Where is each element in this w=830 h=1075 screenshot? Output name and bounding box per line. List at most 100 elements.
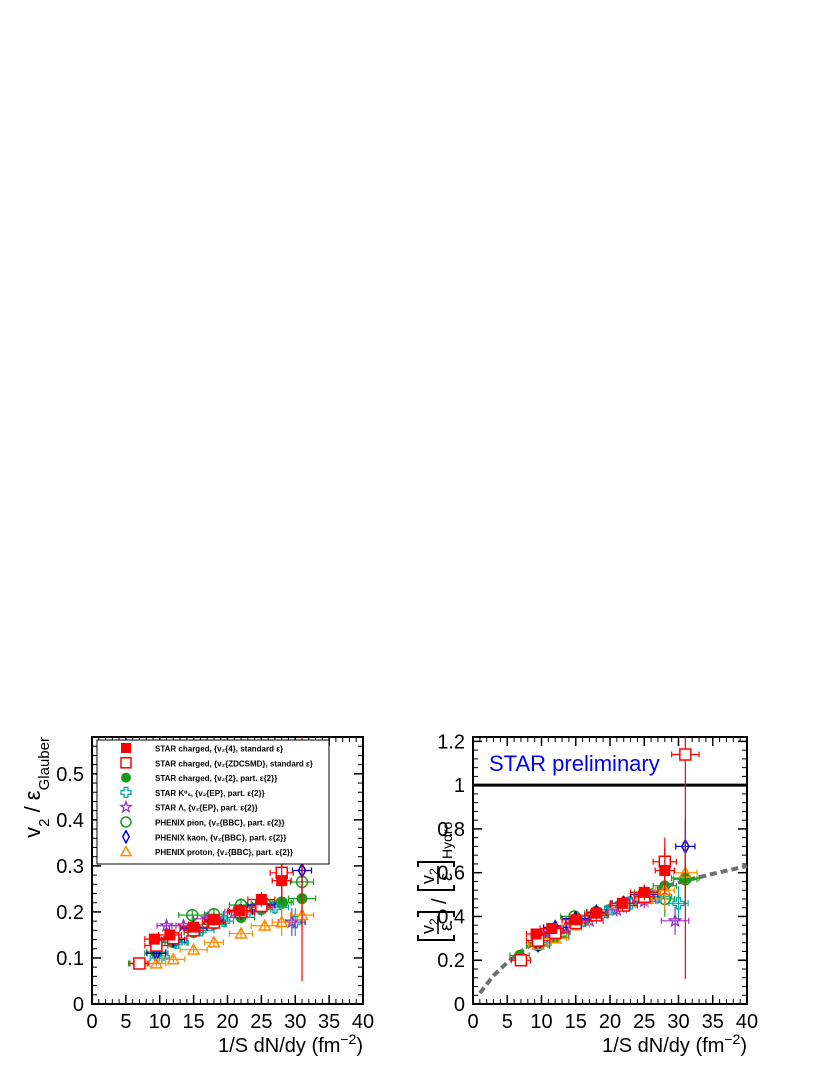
- data-point: [514, 953, 528, 967]
- data-point: [149, 956, 164, 969]
- right-plot-frame: [472, 736, 748, 1005]
- y-label-slash: /: [429, 898, 451, 904]
- x-tick-label: 35: [318, 1011, 340, 1033]
- x-tick-label: 15: [183, 1011, 205, 1033]
- legend-marker: [118, 799, 134, 814]
- x-tick-label: 15: [565, 1011, 587, 1033]
- legend-entry: STAR K⁰ₛ, {v₂{EP}, part. ε{2}}: [155, 789, 265, 798]
- star-preliminary-label: STAR preliminary: [489, 751, 660, 776]
- fraction-numerator: v2: [418, 918, 441, 934]
- fraction-bracket: v2ε: [417, 911, 456, 941]
- legend-marker: [121, 772, 131, 783]
- left-panel: 0 5 10 15 20 25 30 35 40 0 0.1 0.2 0.3 0.4 0.5 STAR ch…: [20, 736, 374, 1057]
- left-axes: 0 5 10 15 20 25 30 35 40 0 0.1 0.2 0.3 0.4 0.5: [56, 736, 374, 1033]
- data-point: [166, 952, 181, 965]
- legend-marker: [120, 816, 132, 828]
- data-point: [207, 935, 221, 948]
- left-bracket: [417, 885, 455, 891]
- legend: STAR charged, {v₂{4}, standard ε} STAR ch…: [96, 739, 330, 865]
- legend-marker: [120, 757, 132, 769]
- legend-box: [96, 739, 330, 865]
- hydro-curve: [478, 864, 748, 995]
- legend-marker: [121, 829, 131, 845]
- left-bracket: [417, 935, 455, 941]
- y-tick-label: 0.2: [437, 950, 465, 972]
- series-filled-square: [144, 859, 292, 945]
- fraction-numerator: v2: [418, 868, 441, 884]
- legend-entry: STAR charged, {v₂{4}, standard ε}: [155, 745, 283, 754]
- y-tick-label: 0.6: [437, 863, 465, 885]
- legend-entry: STAR Λ, {v₂{EP}, part. ε{2}}: [155, 804, 258, 813]
- data-point: [638, 886, 650, 898]
- y-tick-label: 1.2: [437, 731, 465, 753]
- x-tick-label: 10: [530, 1011, 552, 1033]
- legend-entry: STAR charged, {v₂{ZDCSMD}, standard ε}: [155, 759, 313, 768]
- data-point: [667, 912, 683, 928]
- data-point: [672, 897, 685, 910]
- x-tick-label: 5: [120, 1011, 131, 1033]
- data-point: [188, 921, 200, 933]
- fraction-denominator: ε: [436, 873, 456, 881]
- data-point: [133, 957, 146, 970]
- y-tick-label: 0.5: [56, 764, 84, 786]
- right-x-axis-label: 1/S dN/dy (fm−2): [602, 1031, 747, 1057]
- left-x-axis-label: 1/S dN/dy (fm−2): [218, 1031, 363, 1057]
- data-point: [616, 897, 628, 909]
- data-point: [255, 894, 267, 906]
- right-bracket: [417, 911, 455, 917]
- legend-entry: PHENIX proton, {v₂{BBC}, part. ε{2}}: [155, 848, 293, 857]
- x-tick-label: 20: [599, 1011, 621, 1033]
- data-point: [276, 875, 288, 887]
- y-tick-label: 0.8: [437, 819, 465, 841]
- series-filled-square: [525, 847, 675, 940]
- data-point: [659, 865, 671, 876]
- left-y-axis-label: v2 / εGlauber: [20, 737, 53, 838]
- x-tick-label: 0: [467, 1011, 478, 1033]
- right-data-marks: [473, 737, 748, 995]
- series-open-triangle: [146, 900, 315, 969]
- legend-marker: [120, 786, 132, 799]
- y-label-hydro-subscript: Hydro: [439, 821, 455, 859]
- data-point: [164, 929, 176, 941]
- y-tick-label: 0: [454, 994, 465, 1016]
- x-tick-label: 30: [667, 1011, 689, 1033]
- x-tick-label: 35: [702, 1011, 724, 1033]
- legend-entry: STAR charged, {v₂{2}, part. ε{2}}: [155, 774, 277, 783]
- left-data-marks: [127, 737, 317, 982]
- y-tick-label: 0.2: [56, 902, 84, 924]
- y-tick-label: 0: [73, 994, 84, 1016]
- data-point: [234, 905, 246, 917]
- y-tick-label: 0.1: [56, 948, 84, 970]
- data-point: [546, 922, 558, 934]
- x-tick-label: 25: [633, 1011, 655, 1033]
- data-point: [148, 933, 160, 945]
- data-point: [234, 926, 248, 939]
- x-tick-label: 40: [736, 1011, 758, 1033]
- x-tick-label: 25: [250, 1011, 272, 1033]
- data-point: [186, 908, 199, 922]
- data-point: [274, 915, 289, 928]
- data-point: [158, 917, 175, 933]
- x-tick-label: 5: [502, 1011, 513, 1033]
- legend-marker: [119, 845, 133, 857]
- data-point: [570, 914, 582, 926]
- data-point: [530, 928, 542, 940]
- x-tick-label: 20: [216, 1011, 238, 1033]
- data-point: [257, 918, 272, 931]
- data-point: [590, 907, 602, 919]
- data-point: [679, 748, 692, 761]
- fraction-bracket: v2ε: [417, 861, 456, 891]
- fraction-denominator: ε: [436, 923, 456, 931]
- y-tick-label: 0.3: [56, 856, 84, 878]
- y-tick-label: 1: [454, 775, 465, 797]
- x-tick-label: 10: [149, 1011, 171, 1033]
- x-tick-label: 30: [284, 1011, 306, 1033]
- data-point: [658, 883, 672, 896]
- legend-marker: [121, 743, 131, 753]
- x-tick-label: 0: [86, 1011, 97, 1033]
- x-tick-label: 40: [352, 1011, 374, 1033]
- right-bracket: [417, 861, 455, 867]
